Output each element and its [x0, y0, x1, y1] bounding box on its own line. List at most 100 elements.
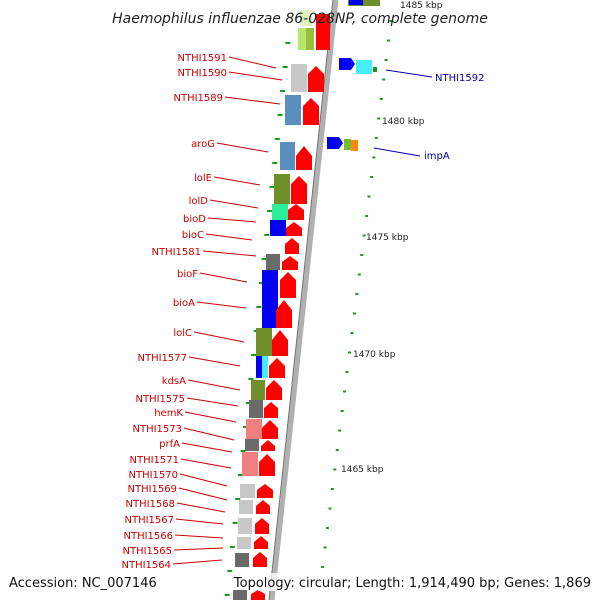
gene-box [251, 380, 265, 400]
gene-box [306, 28, 314, 50]
gene-label-NTHI1564: NTHI1564 [121, 560, 171, 571]
inner-tick [235, 498, 241, 500]
gene-arrow [276, 300, 292, 328]
leader-line [188, 356, 241, 367]
outer-dot-ring [321, 20, 393, 568]
leader-line [373, 147, 421, 157]
inner-tick [229, 546, 235, 548]
leader-line [184, 411, 237, 423]
gene-label-NTHI1573: NTHI1573 [132, 424, 182, 435]
gene-label-bioF: bioF [177, 269, 198, 280]
gene-label-NTHI1571: NTHI1571 [129, 455, 179, 466]
leader-line [178, 487, 228, 501]
gene-arrow [272, 330, 288, 356]
leader-line [199, 272, 248, 283]
gene-box [242, 452, 258, 476]
scale-label-1475: 1475 kbp [366, 233, 409, 243]
leader-line [228, 56, 277, 69]
leader-line [228, 71, 283, 81]
leader-line [172, 559, 223, 565]
gene-arrow [308, 66, 324, 92]
inner-tick [232, 522, 238, 524]
gene-label-NTHI1589: NTHI1589 [173, 93, 223, 104]
inner-tick [264, 234, 270, 236]
scale-dot [338, 429, 342, 432]
gene-label-NTHI1569: NTHI1569 [127, 484, 177, 495]
inner-tick [256, 306, 262, 308]
map-title: Haemophilus influenzae 86-028NP, complet… [112, 11, 488, 27]
leader-line [205, 233, 253, 241]
scale-dot [357, 273, 361, 276]
gene-arrow [286, 222, 302, 236]
gene-arrow [254, 536, 268, 549]
genome-summary-text: Topology: circular; Length: 1,914,490 bp… [233, 576, 591, 591]
gene-arrow [288, 204, 304, 220]
leader-line [385, 69, 433, 78]
gene-box [235, 553, 249, 567]
scale-label-1480: 1480 kbp [382, 117, 425, 127]
scale-dot [389, 20, 393, 22]
scale-dot [328, 507, 332, 510]
gene-box [249, 400, 263, 418]
scale-dot [343, 390, 347, 393]
leader-line [216, 142, 269, 153]
scale-dot [323, 546, 327, 549]
gene-box [291, 64, 307, 92]
gene-arrow [262, 420, 278, 439]
gene-arrow [253, 552, 267, 567]
gene-label-bioD: bioD [183, 214, 206, 225]
inner-tick [274, 138, 280, 140]
leader-line [196, 301, 247, 309]
scale-dot [360, 254, 364, 256]
reverse-gene-labels: NTHI1591 NTHI1590 NTHI1589 aroG lolE lol… [121, 53, 227, 571]
scale-dot [367, 195, 371, 198]
gene-box [233, 590, 247, 600]
scale-dot [326, 527, 329, 529]
scale-label-1470: 1470 kbp [353, 350, 396, 360]
summary-bg [258, 573, 594, 591]
scale-dot [374, 137, 378, 139]
gene-box [298, 28, 306, 50]
scale-dot [333, 468, 337, 471]
gene-box [245, 439, 259, 451]
scale-dot [370, 176, 373, 178]
inner-tick [277, 114, 283, 116]
accession-bg [6, 573, 156, 591]
gene-label-NTHI1565: NTHI1565 [122, 546, 172, 557]
gene-box [262, 356, 268, 378]
gene-box [348, 0, 380, 6]
inner-tick [251, 354, 257, 356]
scale-dot [352, 312, 356, 315]
scale-dot [379, 98, 383, 100]
gene-label-NTHI1590: NTHI1590 [177, 68, 227, 79]
leader-line [173, 547, 224, 551]
gene-label-lolC: lolC [173, 328, 192, 339]
leader-line [207, 217, 257, 223]
scale-dot [372, 156, 376, 159]
gene-arrow [316, 14, 330, 50]
leader-line [209, 199, 259, 209]
accession-text: Accession: NC_007146 [9, 576, 157, 591]
gene-arrow [282, 256, 298, 270]
gene-arrow [259, 454, 275, 476]
scale-dot [321, 566, 325, 568]
gene-box [272, 204, 288, 220]
inner-tick [248, 378, 254, 380]
gene-box [351, 140, 358, 151]
scale-label-1485: 1485 kbp [400, 1, 443, 11]
gene-label-kdsA: kdsA [162, 376, 186, 387]
leader-line [176, 502, 226, 513]
scale-dot [384, 59, 388, 61]
scale-dot [348, 351, 351, 354]
gene-label-lolD: lolD [189, 196, 209, 207]
gene-arrow [256, 500, 270, 514]
leader-line [202, 250, 257, 257]
inner-tick [259, 282, 264, 284]
scale-dot [365, 215, 369, 217]
gene-arrow [327, 137, 343, 149]
inner-tick [243, 426, 249, 428]
scale-dot [345, 371, 349, 373]
gene-box [237, 537, 251, 549]
gene-box [349, 0, 363, 5]
